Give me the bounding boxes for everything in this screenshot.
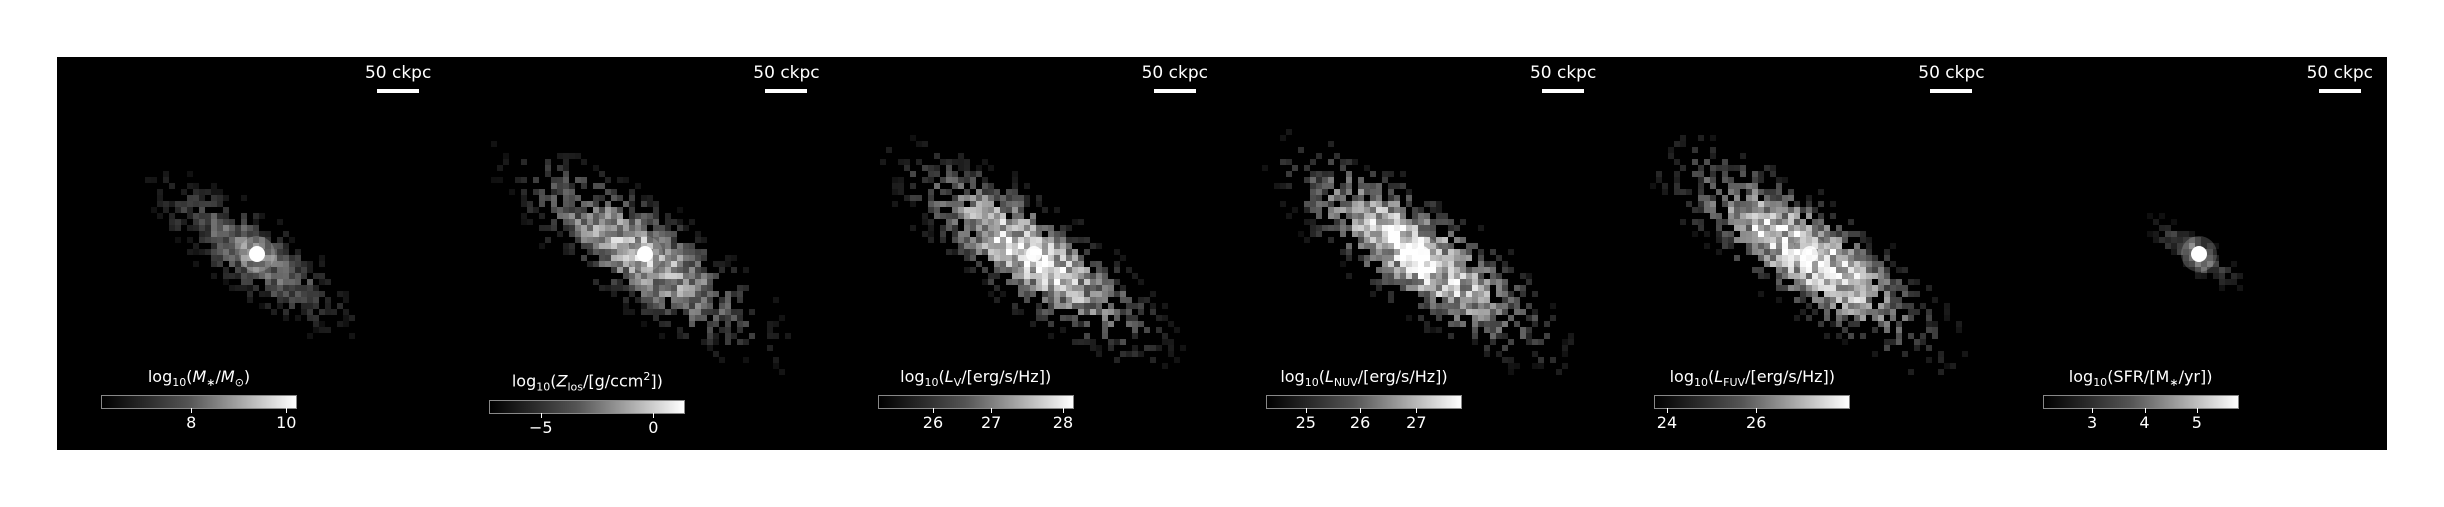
galaxy-core [249,246,265,262]
colorbar-tick [1756,408,1758,414]
galaxy-core-halo [627,236,664,272]
colorbar-tick [1062,408,1064,414]
scale-bar: 50 ckpc [2307,63,2373,93]
scale-bar-line [1153,89,1196,93]
colorbar-label: log10(SFR/[M∗/yr]) [2068,367,2213,390]
colorbar-tick-label: 5 [2191,413,2202,433]
galaxy-core-halo [1015,236,1052,272]
galaxy-pixel-map [1261,129,1574,375]
colorbar-tick-label: 0 [648,417,659,437]
colorbar-tick-label: −5 [528,417,553,437]
colorbar-label: log10(LFUV/[erg/s/Hz]) [1669,367,1836,390]
colorbar-tick-label: 4 [2139,413,2150,433]
galaxy-core-halo [1792,236,1829,272]
colorbar-gradient: 8 10 [101,395,297,432]
colorbar-gradient: 26 27 28 [877,395,1074,432]
colorbar: log10(LFUV/[erg/s/Hz]) 24 26 [1654,367,1851,432]
scale-bar: 50 ckpc [365,63,431,93]
colorbar-label: log10(LNUV/[erg/s/Hz]) [1280,367,1448,390]
map-panel-5: 50 ckpc log10(LFUV/[erg/s/Hz]) 24 26 [1610,57,1999,450]
scale-bar-line [765,89,808,93]
colorbar-tick [1305,408,1307,414]
scale-bar-line [2318,89,2361,93]
colorbar-tick-label: 3 [2087,413,2098,433]
galaxy-core [2190,246,2207,262]
map-panel-4: 50 ckpc log10(LNUV/[erg/s/Hz]) 25 26 27 [1221,57,1611,450]
scale-bar-label: 50 ckpc [364,63,432,83]
colorbar-tick [1666,408,1668,414]
colorbar-tick-label: 26 [1746,413,1767,433]
colorbar-gradient: 3 4 5 [2042,395,2239,432]
colorbar: log10(LNUV/[erg/s/Hz]) 25 26 27 [1265,367,1462,432]
colorbar-tick-label: 27 [980,413,1002,433]
scale-bar: 50 ckpc [753,63,820,93]
colorbar-label: log10(M∗/M⊙) [147,367,251,390]
colorbar-tick-label: 26 [922,413,944,433]
colorbar-tick-label: 26 [1349,413,1371,433]
map-panel-3: 50 ckpc log10(LV/[erg/s/Hz]) 26 27 28 [833,57,1222,450]
scale-bar-label: 50 ckpc [753,63,820,83]
scale-bar-label: 50 ckpc [1141,63,1208,83]
colorbar-tick [1360,408,1362,414]
colorbar-tick [286,408,288,414]
colorbar-tick-label: 28 [1052,413,1074,433]
colorbar-tick-label: 8 [186,413,197,433]
colorbar-gradient: 25 26 27 [1265,395,1462,432]
scale-bar-label: 50 ckpc [1918,63,1985,83]
map-panel-1: 50 ckpc log10(M∗/M⊙) 8 10 [57,57,446,450]
map-panel-2: 50 ckpc log10(Zlos/[g/ccm2]) −5 0 [445,57,834,450]
galaxy-pixel-map [1650,135,1969,375]
colorbar-tick [991,408,993,414]
galaxy-core [1802,246,1819,262]
galaxy-core [1413,246,1430,262]
galaxy-core-halo [239,236,275,272]
colorbar-gradient: 24 26 [1654,395,1851,432]
galaxy-core-halo [1403,236,1440,272]
scale-bar: 50 ckpc [1918,63,1985,93]
scale-bar-line [1542,89,1585,93]
colorbar-tick [540,412,542,418]
colorbar-tick-label: 25 [1295,413,1316,433]
galaxy-core [1025,246,1042,262]
galaxy-pixel-map [145,171,355,339]
galaxy-pixel-map [491,141,792,375]
galaxy-core [637,246,654,262]
colorbar-tick [653,412,655,418]
colorbar-tick [1416,408,1418,414]
scale-bar-label: 50 ckpc [1529,63,1597,83]
colorbar: log10(M∗/M⊙) 8 10 [101,367,297,432]
colorbar-tick-label: 24 [1656,413,1678,433]
colorbar-tick [191,408,193,414]
colorbar-gradient: −5 0 [489,399,686,436]
colorbar: log10(Zlos/[g/ccm2]) −5 0 [489,367,686,436]
map-panel-6: 50 ckpc log10(SFR/[M∗/yr]) 3 4 5 [1998,57,2387,450]
colorbar-label: log10(LV/[erg/s/Hz]) [900,367,1052,390]
scale-bar-line [1930,89,1973,93]
scale-bar-label: 50 ckpc [2306,63,2373,83]
colorbar: log10(SFR/[M∗/yr]) 3 4 5 [2042,367,2239,432]
galaxy-map-figure: 50 ckpc log10(M∗/M⊙) 8 10 50 ckpc log10(Z… [57,57,2387,450]
scale-bar: 50 ckpc [1142,63,1208,93]
scale-bar: 50 ckpc [1530,63,1596,93]
colorbar-label: log10(Zlos/[g/ccm2]) [511,370,663,394]
colorbar-tick-label: 27 [1406,413,1427,433]
galaxy-core-halo [2180,236,2217,272]
colorbar-tick-label: 10 [276,413,297,433]
colorbar-tick [2144,408,2146,414]
colorbar-tick [932,408,934,414]
colorbar-tick [2196,408,2198,414]
scale-bar-line [377,89,420,93]
galaxy-pixel-map [879,135,1186,369]
galaxy-pixel-map [2146,213,2243,291]
colorbar-tick [2092,408,2094,414]
colorbar: log10(LV/[erg/s/Hz]) 26 27 28 [877,367,1074,432]
